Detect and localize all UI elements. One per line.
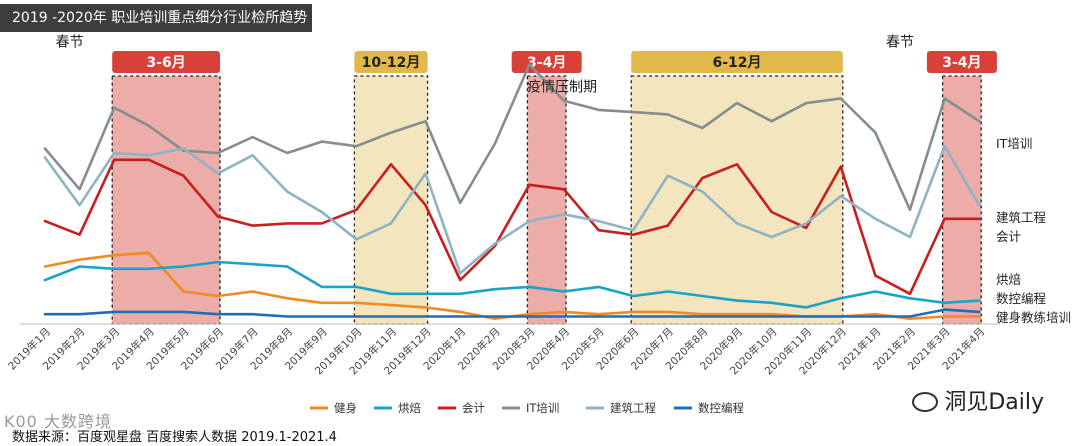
period-label-3: 6-12月 <box>712 55 761 71</box>
series-line-5 <box>43 308 981 318</box>
annotation-2: 疫情压制期 <box>527 80 597 96</box>
end-label-3: 烘焙 <box>996 272 1021 287</box>
legend-label-3: IT培训 <box>526 401 559 415</box>
annotation-0: 春节 <box>56 34 84 50</box>
period-label-badge-4 <box>926 51 997 73</box>
data-source-note: 数据来源：百度观星盘 百度搜索人数据 2019.1-2021.4 <box>12 430 337 445</box>
end-label-1: 建筑工程 <box>996 210 1047 225</box>
period-label-1: 10-12月 <box>362 55 421 71</box>
end-label-0: IT培训 <box>996 136 1032 151</box>
period-label-0: 3-6月 <box>146 55 185 71</box>
annotation-4: 春节 <box>886 34 914 50</box>
end-label-5: 健身教练培训 <box>996 310 1071 325</box>
highlight-period-3 <box>630 75 844 325</box>
watermark-left: K00 大数跨境 <box>4 412 112 431</box>
period-label-2: 3-4月 <box>527 55 566 71</box>
period-label-badge-0 <box>112 51 220 73</box>
legend-label-2: 会计 <box>462 401 485 415</box>
chart-title: 2019 -2020年 职业培训重点细分行业检所趋势 <box>0 4 312 32</box>
legend-label-5: 数控编程 <box>698 401 744 415</box>
legend-label-4: 建筑工程 <box>610 401 656 415</box>
period-label-badge-1 <box>354 51 428 73</box>
watermark-right: 洞见Daily <box>912 384 1044 416</box>
series-line-1 <box>43 260 981 309</box>
series-line-2 <box>43 158 981 296</box>
series-line-4 <box>43 144 981 275</box>
end-label-4: 数控编程 <box>996 291 1047 306</box>
watermark-right-text: 洞见Daily <box>944 390 1044 415</box>
highlight-period-1 <box>353 75 429 325</box>
highlight-period-2 <box>526 75 567 325</box>
legend-label-1: 烘焙 <box>398 401 421 415</box>
period-label-badge-3 <box>631 51 843 73</box>
series-line-3 <box>43 63 981 212</box>
wechat-logo-icon <box>912 392 939 412</box>
period-label-4: 3-4月 <box>942 55 981 71</box>
legend-label-0: 健身 <box>334 401 357 415</box>
end-label-2: 会计 <box>996 229 1021 244</box>
